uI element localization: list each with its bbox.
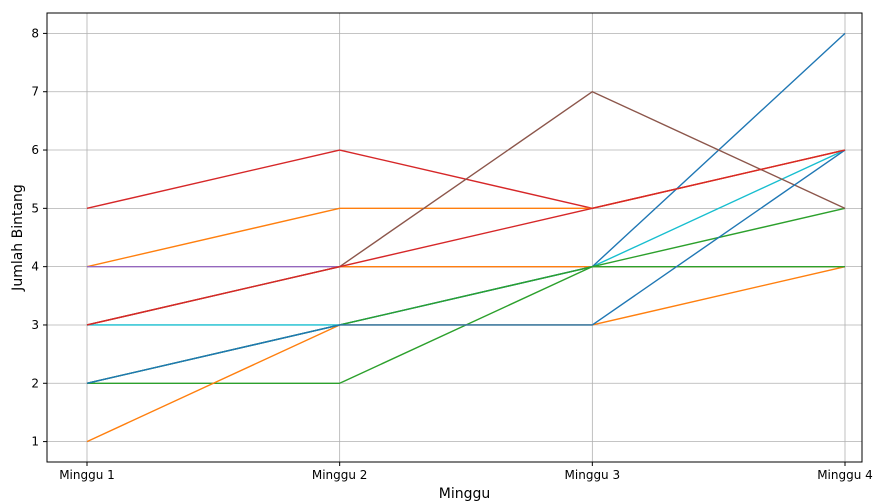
- ticks-layer: Minggu 1 Minggu 2 Minggu 3 Minggu 4 1 2 3 4 5 6 7 8: [31, 26, 872, 482]
- y-tick-label: 3: [31, 318, 39, 332]
- plot-frame: [46, 12, 863, 463]
- y-tick-label: 1: [31, 435, 39, 449]
- x-axis-title: Minggu: [439, 486, 491, 502]
- x-tick-label: Minggu 1: [59, 468, 115, 482]
- y-tick-label: 7: [31, 85, 39, 99]
- x-tick-label: Minggu 4: [817, 468, 873, 482]
- y-tick-label: 6: [31, 143, 39, 157]
- x-tick-label: Minggu 2: [312, 468, 368, 482]
- series-line-12: [86, 149, 846, 326]
- x-tick-label: Minggu 3: [565, 468, 621, 482]
- series-layer: [86, 32, 846, 443]
- series-line-11: [86, 149, 846, 384]
- y-tick-label: 5: [31, 201, 39, 215]
- y-tick-label: 8: [31, 26, 39, 40]
- y-tick-label: 2: [31, 376, 39, 390]
- series-line-8: [86, 265, 846, 443]
- y-tick-label: 4: [31, 260, 39, 274]
- y-axis-title: Jumlah Bintang: [10, 184, 26, 292]
- grid-layer: [47, 13, 862, 462]
